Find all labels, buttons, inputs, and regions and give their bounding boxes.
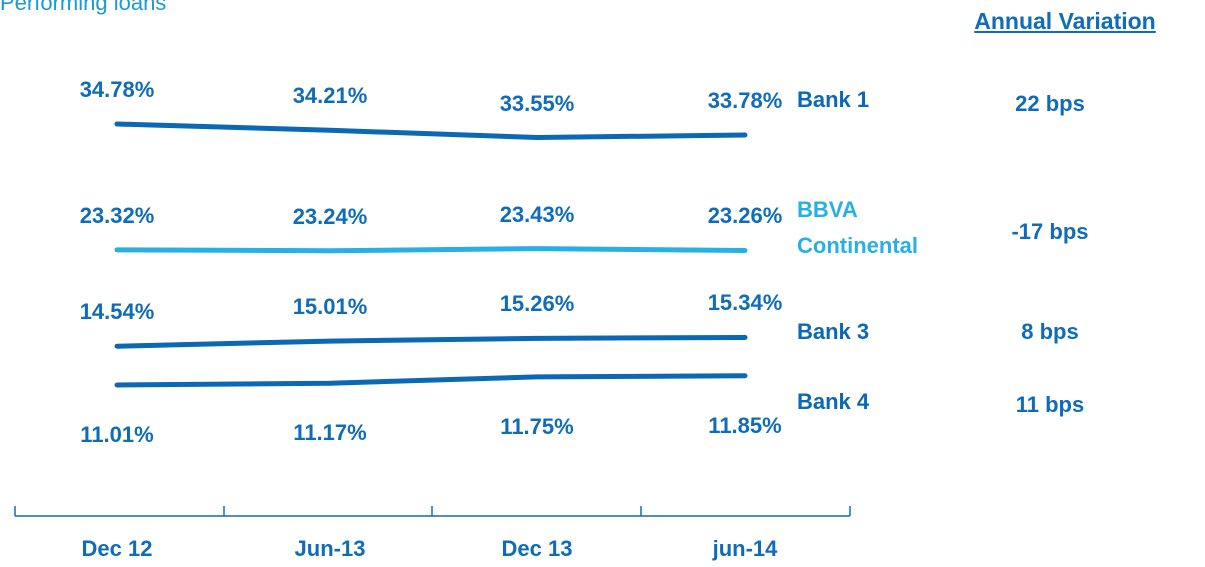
data-label: 23.43%: [499, 201, 575, 227]
variation-label: 8 bps: [1021, 319, 1079, 344]
chart-title: Performing loans: [0, 0, 167, 15]
line: [114, 246, 748, 254]
data-label: 34.78%: [79, 77, 155, 102]
variation-label: 22 bps: [1015, 91, 1085, 116]
series-label: Bank 4: [797, 389, 870, 414]
data-label: 11.01%: [80, 422, 154, 447]
data-label: 33.78%: [707, 87, 783, 113]
data-label: 15.34%: [707, 290, 783, 316]
variation-label: -17 bps: [1011, 219, 1089, 244]
series-label: Bank 3: [797, 319, 870, 344]
data-label: 23.26%: [707, 203, 783, 229]
line: [114, 121, 748, 141]
x-tick-label: Jun-13: [294, 536, 366, 561]
x-tick-label: Dec 12: [81, 536, 153, 561]
data-label: 23.32%: [79, 202, 155, 228]
data-label: 33.55%: [499, 90, 575, 116]
variation-label: 11 bps: [1015, 392, 1085, 417]
data-label: 23.24%: [292, 203, 368, 229]
data-label: 34.21%: [292, 83, 368, 109]
data-label: 11.85%: [708, 412, 782, 438]
data-label: 15.26%: [499, 291, 575, 317]
variation-header: Annual Variation: [974, 8, 1156, 34]
data-label: 11.75%: [500, 413, 574, 439]
line: [114, 334, 748, 349]
data-label: 15.01%: [292, 294, 368, 320]
data-label: 14.54%: [79, 299, 155, 325]
line: [114, 373, 748, 388]
x-tick-label: jun-14: [712, 536, 778, 561]
data-label: 11.17%: [293, 420, 367, 446]
series-label: Bank 1: [797, 87, 870, 112]
series-label: BBVA Continental: [797, 197, 918, 258]
x-tick-label: Dec 13: [501, 536, 573, 561]
